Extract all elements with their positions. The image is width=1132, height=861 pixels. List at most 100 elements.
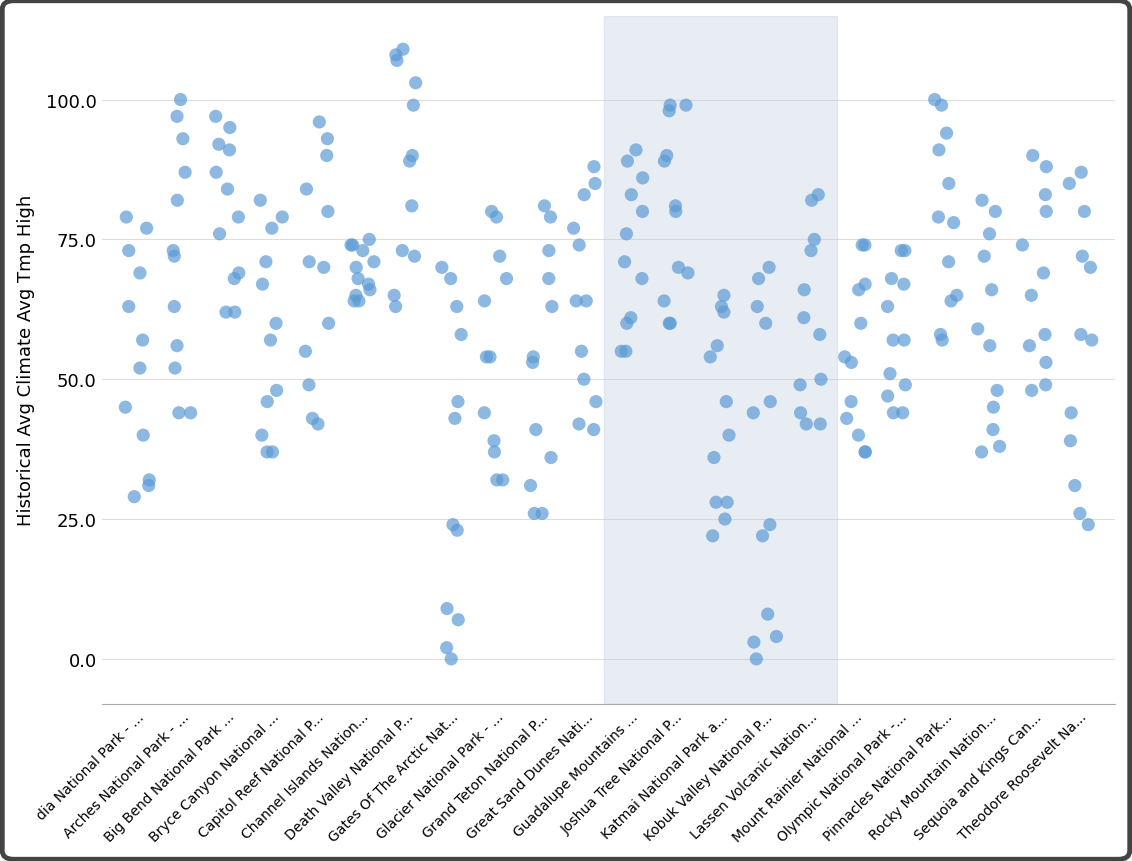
Point xyxy=(360,278,378,292)
Point xyxy=(207,110,225,124)
Point xyxy=(438,602,456,616)
Point xyxy=(486,445,504,459)
Point xyxy=(170,406,188,420)
Point xyxy=(482,205,500,219)
Point xyxy=(983,283,1001,297)
Point xyxy=(708,496,726,510)
Point xyxy=(679,267,697,281)
Point xyxy=(524,350,542,364)
Point xyxy=(856,238,874,252)
Point xyxy=(618,155,636,169)
Point xyxy=(1023,150,1041,164)
Point xyxy=(878,300,897,314)
Point xyxy=(254,278,272,292)
Point xyxy=(165,250,183,263)
Point xyxy=(353,245,371,258)
Point xyxy=(811,328,829,342)
Point xyxy=(980,227,998,241)
Point xyxy=(1079,518,1097,532)
Point xyxy=(627,144,645,158)
Point xyxy=(705,451,723,465)
Point xyxy=(448,300,466,314)
Point xyxy=(975,250,993,263)
Point xyxy=(165,300,183,314)
Point xyxy=(139,479,157,492)
Point xyxy=(263,222,281,236)
Point xyxy=(319,205,337,219)
Point xyxy=(388,54,406,68)
Point xyxy=(175,166,194,180)
Point xyxy=(524,356,542,370)
Point xyxy=(756,317,774,331)
Point xyxy=(621,312,640,325)
Point xyxy=(1022,289,1040,303)
Point xyxy=(475,294,494,308)
Point xyxy=(349,272,367,286)
Point xyxy=(612,345,631,359)
Point xyxy=(441,272,460,286)
Point xyxy=(573,345,591,359)
Point xyxy=(856,445,874,459)
Point xyxy=(217,306,235,319)
Point xyxy=(385,289,403,303)
Point xyxy=(541,211,559,225)
Point xyxy=(1066,479,1084,492)
Point xyxy=(884,334,902,348)
Point xyxy=(225,306,243,319)
Point xyxy=(525,507,543,521)
Point xyxy=(1037,356,1055,370)
Point xyxy=(575,373,593,387)
Point xyxy=(758,608,777,622)
Point xyxy=(749,272,767,286)
Point xyxy=(318,150,336,164)
Point xyxy=(533,507,551,521)
Point xyxy=(616,256,634,269)
Point xyxy=(211,227,229,241)
Point xyxy=(164,245,182,258)
Point xyxy=(940,177,958,191)
Point xyxy=(761,518,779,532)
Point xyxy=(767,630,786,644)
Point xyxy=(988,384,1006,398)
Point xyxy=(481,350,499,364)
Point xyxy=(897,379,915,393)
Point xyxy=(838,412,856,426)
Point xyxy=(937,127,955,141)
Point xyxy=(575,189,593,202)
Point xyxy=(760,261,778,275)
Point xyxy=(230,211,248,225)
Point xyxy=(842,356,860,370)
Point xyxy=(803,194,821,208)
Point xyxy=(850,283,868,297)
Point xyxy=(166,362,185,375)
Point xyxy=(812,373,830,387)
Point xyxy=(1036,189,1054,202)
Point xyxy=(718,395,736,409)
Point xyxy=(851,317,869,331)
Point xyxy=(801,245,820,258)
Point xyxy=(540,272,558,286)
Point xyxy=(805,233,823,247)
Point xyxy=(669,261,687,275)
Point xyxy=(623,189,641,202)
Point xyxy=(633,272,651,286)
Point xyxy=(947,289,966,303)
Point xyxy=(1071,507,1089,521)
Point xyxy=(835,350,854,364)
Point xyxy=(522,479,540,492)
Point xyxy=(720,429,738,443)
Point xyxy=(932,328,950,342)
Point xyxy=(854,238,872,252)
Point xyxy=(300,379,318,393)
Point xyxy=(565,222,583,236)
Point xyxy=(365,256,383,269)
Point xyxy=(171,94,189,108)
Point xyxy=(318,133,336,146)
Point xyxy=(298,183,316,196)
Point xyxy=(986,205,1004,219)
Point xyxy=(140,474,158,487)
Point xyxy=(893,406,911,420)
Point xyxy=(404,99,422,113)
Point xyxy=(586,177,604,191)
Point xyxy=(309,418,327,431)
